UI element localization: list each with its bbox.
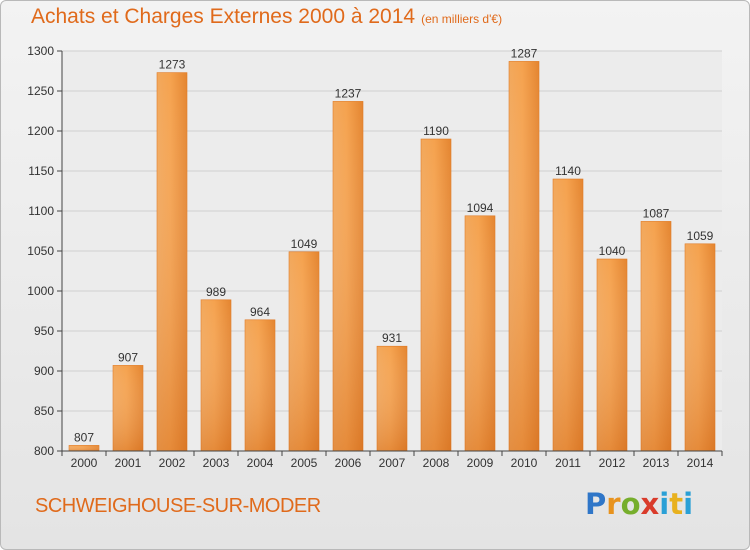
x-tick-label-2006: 2006 <box>335 456 362 470</box>
data-label-2003: 989 <box>206 285 226 299</box>
y-tick-label: 1000 <box>27 284 54 298</box>
y-tick-label: 1150 <box>28 164 54 178</box>
bar-shade-2004 <box>245 319 275 451</box>
data-label-2011: 1140 <box>555 164 581 178</box>
x-tick-label-2013: 2013 <box>643 456 670 470</box>
data-label-2014: 1059 <box>687 229 714 243</box>
bar-shade-2010 <box>509 61 539 452</box>
data-label-2000: 807 <box>74 430 94 444</box>
data-label-2007: 931 <box>382 331 402 345</box>
bar-shade-2002 <box>157 72 187 451</box>
x-tick-label-2007: 2007 <box>379 456 406 470</box>
y-tick-label: 950 <box>34 324 54 338</box>
y-tick-label: 1100 <box>28 204 54 218</box>
chart-title: Achats et Charges Externes 2000 à 2014 (e… <box>31 5 502 29</box>
data-label-2009: 1094 <box>467 201 494 215</box>
bar-shade-2000 <box>69 445 99 451</box>
bar-shade-2013 <box>641 221 671 451</box>
chart-subtitle: (en milliers d'€) <box>421 12 503 26</box>
data-label-2001: 907 <box>118 350 138 364</box>
bar-shade-2012 <box>597 259 627 451</box>
bar-shade-2005 <box>289 251 319 451</box>
x-tick-label-2010: 2010 <box>511 456 538 470</box>
chart-title-text: Achats et Charges Externes 2000 à 2014 <box>31 5 416 28</box>
bar-shade-2011 <box>553 179 583 451</box>
data-label-2010: 1287 <box>511 46 538 60</box>
x-tick-label-2002: 2002 <box>159 456 186 470</box>
bar-shade-2014 <box>685 243 715 451</box>
y-tick-label: 800 <box>34 444 54 458</box>
x-tick-label-2009: 2009 <box>467 456 494 470</box>
bar-shade-2003 <box>201 299 231 451</box>
data-label-2008: 1190 <box>423 124 449 138</box>
y-tick-label: 1300 <box>27 44 54 58</box>
data-label-2005: 1049 <box>291 237 318 251</box>
y-tick-label: 1200 <box>27 124 54 138</box>
bar-chart: 807 907 1273 989 964 1049 1237 931 1190 1094 1287 1… <box>27 44 723 470</box>
city-name: SCHWEIGHOUSE-SUR-MODER <box>35 495 321 517</box>
proxiti-logo[interactable]: Proxiti <box>585 487 694 521</box>
bar-shade-2008 <box>421 139 451 451</box>
x-tick-label-2001: 2001 <box>115 456 142 470</box>
y-tick-label: 1050 <box>27 244 54 258</box>
bar-shade-2001 <box>113 365 143 451</box>
x-tick-label-2000: 2000 <box>71 456 98 470</box>
x-tick-label-2003: 2003 <box>203 456 230 470</box>
y-tick-label: 1250 <box>27 84 54 98</box>
x-tick-label-2004: 2004 <box>247 456 274 470</box>
x-tick-label-2011: 2011 <box>555 456 581 470</box>
x-tick-label-2012: 2012 <box>599 456 626 470</box>
bar-shade-2009 <box>465 215 495 451</box>
bar-shade-2006 <box>333 101 363 452</box>
data-label-2013: 1087 <box>643 206 670 220</box>
data-label-2012: 1040 <box>599 244 626 258</box>
y-tick-label: 850 <box>34 404 54 418</box>
data-label-2006: 1237 <box>335 86 362 100</box>
y-tick-label: 900 <box>34 364 54 378</box>
x-tick-label-2008: 2008 <box>423 456 450 470</box>
x-tick-label-2005: 2005 <box>291 456 318 470</box>
bar-shade-2007 <box>377 346 407 451</box>
data-label-2002: 1273 <box>159 58 186 72</box>
data-label-2004: 964 <box>250 305 270 319</box>
x-tick-label-2014: 2014 <box>687 456 714 470</box>
